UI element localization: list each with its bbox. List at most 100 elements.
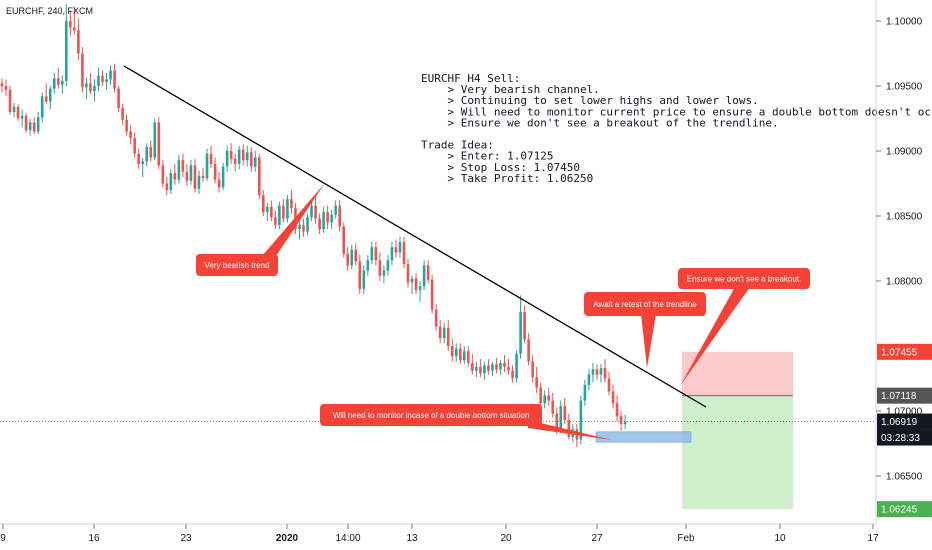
candle-body bbox=[446, 327, 450, 346]
candle-body bbox=[362, 270, 366, 289]
candle-body bbox=[177, 160, 181, 180]
candle-body bbox=[133, 138, 136, 154]
doublebottom-callout-label: Will need to monitor incase of a double … bbox=[333, 411, 530, 420]
trend-callout-label: Very bearish trend bbox=[205, 261, 270, 270]
candle-body bbox=[539, 387, 542, 404]
candle-body bbox=[278, 205, 281, 226]
candle-body bbox=[69, 21, 72, 28]
target-tag-label: 1.06245 bbox=[881, 505, 918, 516]
candle-body bbox=[266, 206, 269, 213]
candle-body bbox=[141, 161, 144, 164]
entry-tag-label: 1.07118 bbox=[881, 391, 917, 402]
candle-body bbox=[390, 247, 394, 261]
candle-body bbox=[378, 260, 382, 276]
candle-body bbox=[32, 122, 36, 132]
countdown-tag-bg bbox=[877, 429, 932, 446]
candle-body bbox=[113, 70, 116, 89]
candle-body bbox=[298, 225, 301, 229]
time-tick-label: Feb bbox=[677, 533, 695, 544]
retest-callout-label: Await a retest of the trendline bbox=[593, 300, 697, 309]
candle-body bbox=[101, 75, 104, 83]
time-tick-label: 14:00 bbox=[335, 533, 360, 544]
note-line: > Take Profit: 1.06250 bbox=[421, 172, 593, 185]
candle-body bbox=[125, 119, 128, 132]
candle-body bbox=[44, 96, 48, 102]
candle-body bbox=[314, 205, 317, 219]
candle-body bbox=[434, 309, 438, 327]
candle-body bbox=[386, 260, 390, 271]
price-tick-label: 1.06500 bbox=[886, 472, 923, 483]
candle-body bbox=[523, 312, 526, 340]
candle-body bbox=[442, 327, 446, 339]
candle-body bbox=[531, 361, 534, 378]
current-tag-label: 1.06919 bbox=[881, 417, 918, 428]
retest-callout-box bbox=[584, 292, 706, 316]
candle-body bbox=[358, 261, 362, 289]
candle-body bbox=[615, 403, 619, 417]
candle-body bbox=[109, 70, 112, 80]
candle-body bbox=[475, 366, 478, 371]
candle-body bbox=[418, 286, 422, 291]
time-tick-label: 23 bbox=[180, 533, 192, 544]
breakout-callout-pointer bbox=[680, 287, 750, 386]
candle-body bbox=[499, 362, 502, 370]
candle-body bbox=[137, 153, 140, 164]
candle-body bbox=[165, 183, 169, 190]
candlesticks bbox=[0, 4, 627, 448]
trend-callout-pointer bbox=[262, 183, 325, 256]
candle-body bbox=[607, 378, 611, 392]
candle-body bbox=[579, 400, 583, 440]
candle-body bbox=[270, 206, 273, 218]
candle-body bbox=[507, 366, 510, 371]
candle-body bbox=[310, 205, 313, 218]
candle-body bbox=[342, 226, 345, 254]
note-line: > Will need to monitor current price to … bbox=[421, 105, 932, 118]
candle-body bbox=[77, 30, 80, 54]
candle-body bbox=[24, 115, 28, 131]
candle-body bbox=[519, 312, 522, 354]
candle-body bbox=[85, 83, 88, 88]
candle-body bbox=[426, 265, 430, 280]
symbol-label: EURCHF, 240, FXCM bbox=[6, 6, 93, 16]
candle-body bbox=[197, 175, 201, 189]
candle-body bbox=[511, 370, 514, 379]
breakout-callout-label: Ensure we don't see a breakout. bbox=[687, 275, 802, 284]
candle-body bbox=[40, 96, 44, 118]
candle-body bbox=[398, 242, 402, 253]
candle-body bbox=[249, 152, 253, 167]
candle-body bbox=[619, 416, 623, 424]
time-axis[interactable]: 9 16 23 2020 14:00 13 20 27 Feb 10 17 bbox=[0, 524, 879, 544]
candle-body bbox=[153, 122, 157, 158]
candle-body bbox=[237, 149, 241, 164]
price-axis[interactable]: 1.10000 1.09500 1.09000 1.08500 1.08000 1.070… bbox=[876, 17, 923, 483]
price-tick-label: 1.09500 bbox=[886, 82, 923, 93]
candle-body bbox=[8, 89, 12, 112]
candle-body bbox=[306, 217, 309, 232]
price-tick-label: 1.07000 bbox=[886, 407, 923, 418]
candle-body bbox=[346, 253, 350, 266]
target-tag-bg bbox=[877, 501, 932, 518]
candle-body bbox=[105, 79, 108, 83]
candle-body bbox=[117, 88, 120, 109]
candle-body bbox=[495, 364, 498, 370]
candle-body bbox=[623, 421, 627, 424]
take-profit-zone bbox=[682, 395, 793, 510]
candle-body bbox=[491, 364, 494, 371]
candle-body bbox=[410, 278, 414, 283]
trade-note: EURCHF H4 Sell: > Very bearish channel. … bbox=[421, 72, 932, 185]
time-tick-label: 9 bbox=[0, 533, 6, 544]
candle-body bbox=[201, 175, 205, 179]
candle-body bbox=[229, 151, 233, 159]
candle-body bbox=[225, 151, 229, 167]
candle-body bbox=[4, 86, 8, 90]
candle-body bbox=[483, 365, 486, 374]
candle-body bbox=[286, 199, 289, 219]
doublebottom-callout-pointer bbox=[528, 420, 612, 440]
candle-body bbox=[467, 351, 470, 363]
note-line: > Very bearish channel. bbox=[421, 83, 600, 96]
candle-body bbox=[28, 122, 32, 131]
time-tick-label: 17 bbox=[867, 533, 879, 544]
stop-tag-bg bbox=[877, 343, 932, 360]
candle-body bbox=[213, 164, 217, 180]
candle-body bbox=[414, 278, 418, 291]
